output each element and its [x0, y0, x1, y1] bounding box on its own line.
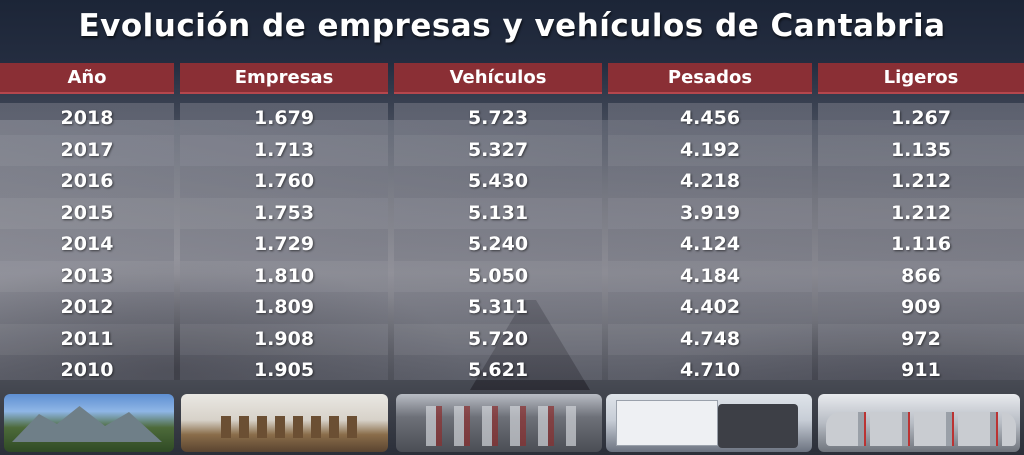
cell: 4.124 [679, 233, 741, 255]
mountain-landscape-photo [4, 394, 174, 452]
cell: 2018 [60, 107, 114, 129]
cell: 866 [818, 260, 1024, 292]
parked-cars-photo [818, 394, 1020, 452]
cell: 3.919 [608, 197, 812, 229]
cell: 5.311 [467, 296, 529, 318]
cell: 2010 [60, 359, 114, 381]
cell: 2011 [0, 323, 174, 355]
cell: 909 [901, 296, 941, 318]
highway-traffic-photo [396, 394, 602, 452]
cell: 4.184 [608, 260, 812, 292]
cell: 5.327 [394, 134, 602, 166]
cell: 4.218 [679, 170, 741, 192]
cell: 2013 [0, 260, 174, 292]
cell: 4.456 [679, 107, 741, 129]
cell: 1.760 [253, 170, 315, 192]
column-header-ligeros: Ligeros [818, 63, 1024, 94]
cell: 1.809 [253, 296, 315, 318]
column-header-empresas: Empresas [180, 63, 388, 94]
cell: 1.679 [253, 107, 315, 129]
cell: 5.621 [467, 359, 529, 381]
cell: 5.723 [467, 107, 529, 129]
column-body-year: 2018 2017 2016 2015 2014 2013 2012 2011 … [0, 103, 174, 381]
photo-strip [0, 394, 1024, 452]
cell: 5.050 [394, 260, 602, 292]
cell: 1.908 [180, 323, 388, 355]
truck-photo [606, 394, 812, 452]
cell: 1.212 [890, 170, 952, 192]
cell: 972 [818, 323, 1024, 355]
page-title: Evolución de empresas y vehículos de Can… [78, 8, 946, 44]
cell: 5.430 [467, 170, 529, 192]
column-vehiculos: Vehículos 5.723 5.327 5.430 5.131 5.240 … [394, 63, 602, 381]
cell: 4.710 [679, 359, 741, 381]
cell: 1.753 [180, 197, 388, 229]
cell: 1.116 [890, 233, 952, 255]
cell: 1.267 [890, 107, 952, 129]
cell: 2015 [0, 197, 174, 229]
cell: 5.720 [394, 323, 602, 355]
column-body-empresas: 1.679 1.713 1.760 1.753 1.729 1.810 1.80… [180, 103, 388, 381]
office-meeting-room-photo [181, 394, 388, 452]
cell: 4.402 [679, 296, 741, 318]
cell: 1.810 [180, 260, 388, 292]
column-body-ligeros: 1.267 1.135 1.212 1.212 1.116 866 909 97… [818, 103, 1024, 381]
cell: 1.135 [818, 134, 1024, 166]
cell: 1.713 [180, 134, 388, 166]
column-body-vehiculos: 5.723 5.327 5.430 5.131 5.240 5.050 5.31… [394, 103, 602, 381]
column-header-pesados: Pesados [608, 63, 812, 94]
cell: 4.192 [608, 134, 812, 166]
cell: 5.240 [467, 233, 529, 255]
cell: 2012 [60, 296, 114, 318]
cell: 2017 [0, 134, 174, 166]
column-header-vehiculos: Vehículos [394, 63, 602, 94]
cell: 2014 [60, 233, 114, 255]
cell: 1.212 [818, 197, 1024, 229]
column-header-year: Año [0, 63, 174, 94]
column-year: Año 2018 2017 2016 2015 2014 2013 2012 2… [0, 63, 174, 381]
cell: 1.729 [253, 233, 315, 255]
cell: 4.748 [608, 323, 812, 355]
cell: 2016 [60, 170, 114, 192]
column-empresas: Empresas 1.679 1.713 1.760 1.753 1.729 1… [180, 63, 388, 381]
cell: 1.905 [253, 359, 315, 381]
cell: 911 [901, 359, 941, 381]
column-ligeros: Ligeros 1.267 1.135 1.212 1.212 1.116 86… [818, 63, 1024, 381]
column-pesados: Pesados 4.456 4.192 4.218 3.919 4.124 4.… [608, 63, 812, 381]
column-body-pesados: 4.456 4.192 4.218 3.919 4.124 4.184 4.40… [608, 103, 812, 381]
cell: 5.131 [394, 197, 602, 229]
